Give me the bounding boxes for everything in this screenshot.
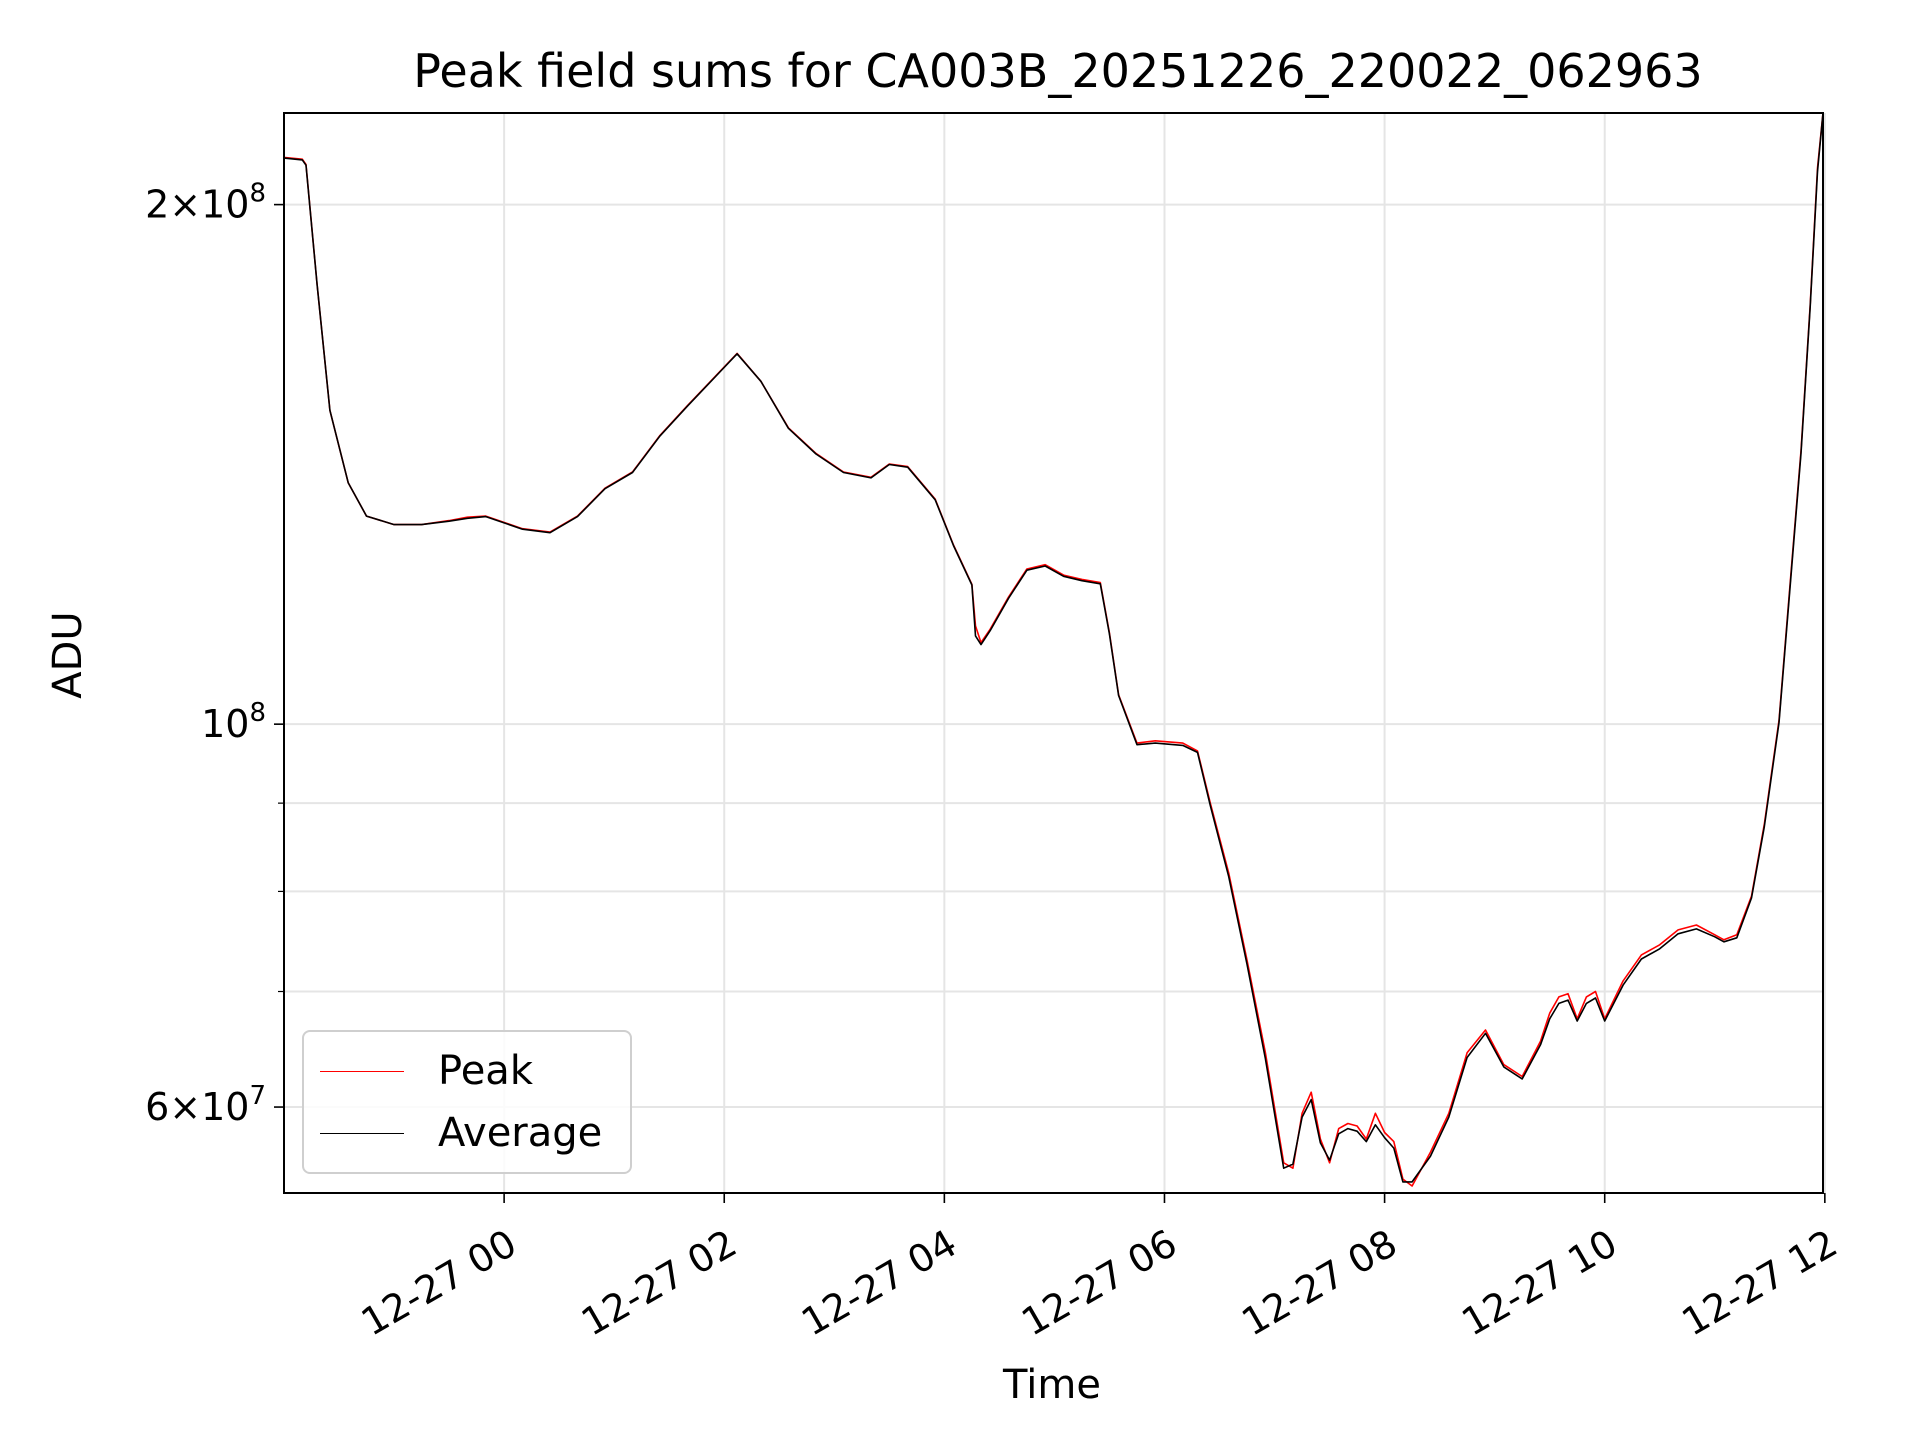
x-tick-label: 12-27 10 bbox=[1454, 1221, 1624, 1345]
x-tick-label: 12-27 00 bbox=[354, 1221, 524, 1345]
legend: Peak Average bbox=[302, 1030, 632, 1174]
x-tick-label: 12-27 04 bbox=[794, 1221, 964, 1345]
legend-label-average: Average bbox=[438, 1110, 603, 1156]
plot-frame bbox=[283, 112, 1824, 1194]
series-line-peak bbox=[284, 113, 1823, 1187]
x-tick-label: 12-27 06 bbox=[1014, 1221, 1184, 1345]
legend-label-peak: Peak bbox=[438, 1048, 533, 1094]
y-tick-label: 2×108 bbox=[145, 179, 266, 227]
legend-item-average: Average bbox=[320, 1108, 602, 1158]
x-tick-label: 12-27 12 bbox=[1675, 1221, 1845, 1345]
chart-title: Peak field sums for CA003B_20251226_2200… bbox=[413, 44, 1703, 98]
series-line-average bbox=[284, 113, 1823, 1183]
y-axis-label: ADU bbox=[45, 611, 91, 699]
legend-swatch-average bbox=[320, 1132, 404, 1134]
legend-swatch-peak bbox=[320, 1070, 404, 1072]
x-tick-label: 12-27 02 bbox=[574, 1221, 744, 1345]
y-tick-label: 6×107 bbox=[145, 1081, 266, 1129]
legend-item-peak: Peak bbox=[320, 1046, 533, 1096]
y-tick-label: 108 bbox=[201, 698, 266, 746]
x-tick-label: 12-27 08 bbox=[1234, 1221, 1404, 1345]
x-axis-label: Time bbox=[1003, 1362, 1101, 1408]
grid-lines bbox=[284, 113, 1826, 1193]
